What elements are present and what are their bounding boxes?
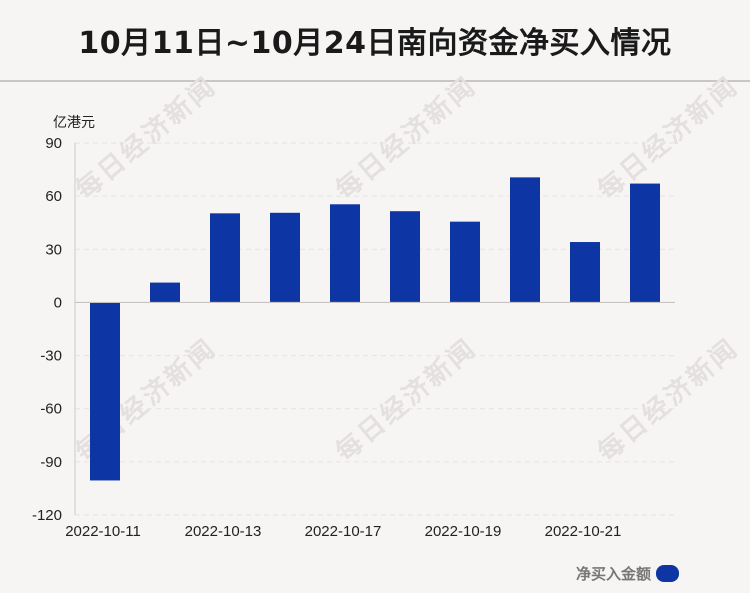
y-tick-label: 0 <box>54 294 62 311</box>
y-tick-label: 90 <box>45 135 62 152</box>
chart-title: 10月11日~10月24日南向资金净买入情况 <box>78 26 672 61</box>
bar <box>510 177 540 303</box>
bar <box>450 221 480 303</box>
x-tick-label: 2022-10-19 <box>425 523 502 540</box>
legend-swatch <box>656 565 680 582</box>
x-tick-label: 2022-10-17 <box>305 523 382 540</box>
bar <box>210 213 240 303</box>
x-tick-label: 2022-10-13 <box>185 523 262 540</box>
x-tick-label: 2022-10-21 <box>545 523 622 540</box>
bar <box>630 183 660 303</box>
bar <box>150 282 180 303</box>
y-axis-unit-label: 亿港元 <box>53 115 95 131</box>
bar <box>570 242 600 303</box>
legend: 净买入金额 <box>576 563 680 584</box>
bar <box>90 302 120 481</box>
title-divider <box>0 80 750 82</box>
y-tick-label: 60 <box>45 188 62 205</box>
bar <box>390 211 420 303</box>
y-tick-label: -90 <box>40 454 62 471</box>
bar <box>330 204 360 303</box>
y-tick-label: -60 <box>40 401 62 418</box>
y-tick-label: -120 <box>32 507 62 524</box>
legend-label: 净买入金额 <box>576 565 652 583</box>
x-tick-label: 2022-10-11 <box>65 523 141 540</box>
y-tick-label: 30 <box>45 241 62 258</box>
bar <box>270 212 300 303</box>
y-tick-label: -30 <box>40 348 62 365</box>
